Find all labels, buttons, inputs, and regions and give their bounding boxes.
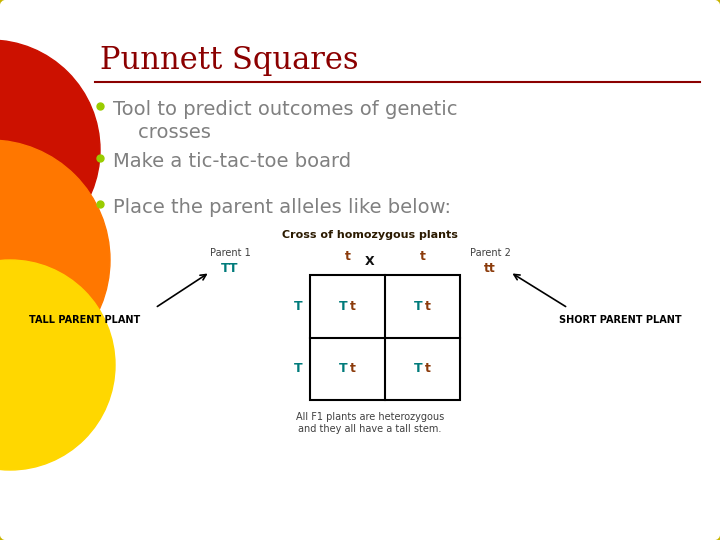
Text: T: T [294, 300, 302, 313]
Text: T: T [414, 300, 423, 313]
Text: Punnett Squares: Punnett Squares [100, 45, 359, 76]
Text: tt: tt [484, 262, 496, 275]
Circle shape [0, 260, 115, 470]
Text: Parent 1: Parent 1 [210, 248, 251, 258]
Circle shape [0, 40, 100, 260]
Text: SHORT PARENT PLANT: SHORT PARENT PLANT [559, 315, 681, 325]
Text: TALL PARENT PLANT: TALL PARENT PLANT [30, 315, 140, 325]
Text: T: T [414, 362, 423, 375]
Text: All F1 plants are heterozygous
and they all have a tall stem.: All F1 plants are heterozygous and they … [296, 412, 444, 434]
Text: T: T [339, 300, 348, 313]
Text: T: T [339, 362, 348, 375]
Circle shape [0, 140, 110, 380]
Text: t: t [425, 300, 431, 313]
Text: t: t [350, 362, 356, 375]
Bar [310, 275, 460, 400]
Text: t: t [420, 250, 426, 263]
Text: t: t [350, 300, 356, 313]
Text: Make a tic-tac-toe board: Make a tic-tac-toe board [113, 152, 351, 171]
Text: TT: TT [221, 262, 239, 275]
Text: X: X [365, 255, 375, 268]
Text: Tool to predict outcomes of genetic
    crosses: Tool to predict outcomes of genetic cros… [113, 100, 457, 143]
Text: Place the parent alleles like below:: Place the parent alleles like below: [113, 198, 451, 217]
Text: Parent 2: Parent 2 [469, 248, 510, 258]
Text: t: t [345, 250, 351, 263]
Text: Cross of homozygous plants: Cross of homozygous plants [282, 230, 458, 240]
Text: t: t [425, 362, 431, 375]
Text: T: T [294, 362, 302, 375]
